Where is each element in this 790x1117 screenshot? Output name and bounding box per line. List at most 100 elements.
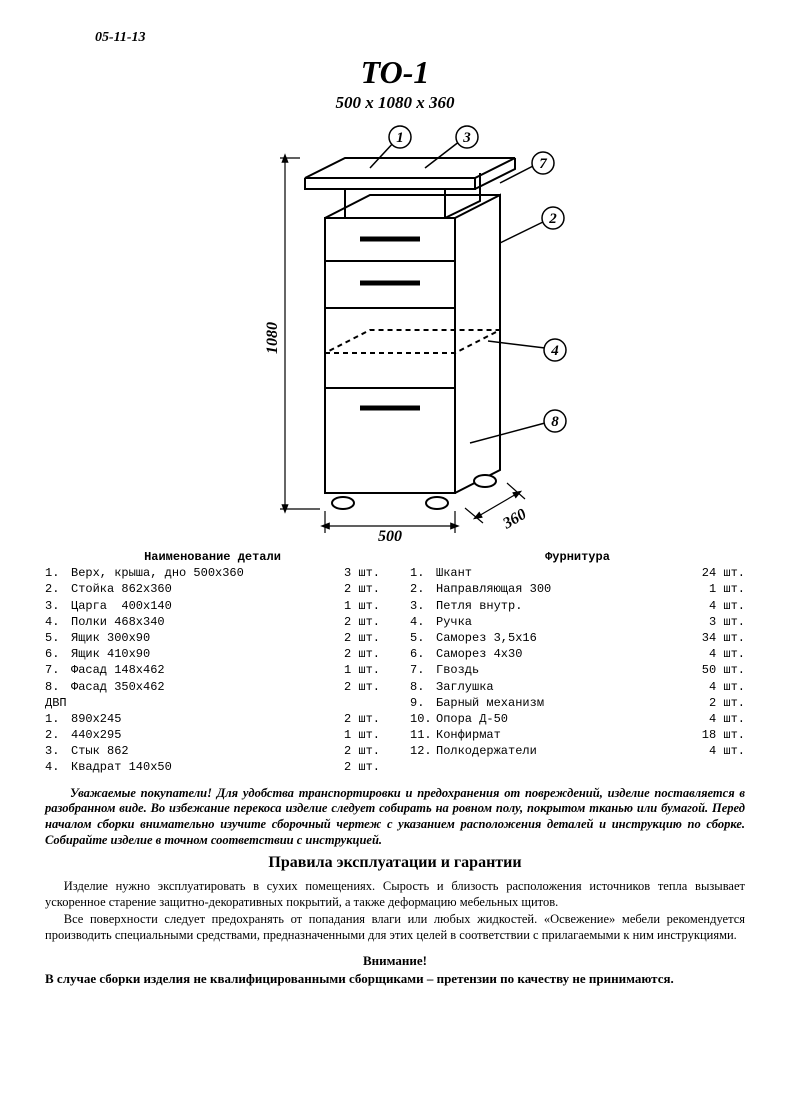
row-num: 8. bbox=[410, 679, 436, 695]
callout-4: 4 bbox=[550, 343, 559, 359]
row-name: 890х245 bbox=[71, 711, 320, 727]
row-name: Фасад 148х462 bbox=[71, 662, 320, 678]
row-num: 2. bbox=[45, 581, 71, 597]
table-row: 12.Полкодержатели4 шт. bbox=[410, 743, 745, 759]
row-name: Полки 468х340 bbox=[71, 614, 320, 630]
table-row: 3.Стык 8622 шт. bbox=[45, 743, 380, 759]
row-num: 7. bbox=[45, 662, 71, 678]
table-row: 6.Саморез 4х304 шт. bbox=[410, 646, 745, 662]
row-num: 7. bbox=[410, 662, 436, 678]
row-qty: 2 шт. bbox=[320, 743, 380, 759]
dvp-header: ДВП bbox=[45, 695, 380, 711]
row-name: Петля внутр. bbox=[436, 598, 685, 614]
row-qty: 4 шт. bbox=[685, 598, 745, 614]
parts-header: Наименование детали bbox=[45, 549, 380, 565]
row-name: Заглушка bbox=[436, 679, 685, 695]
table-row: 11.Конфирмат18 шт. bbox=[410, 727, 745, 743]
row-name: Саморез 3,5х16 bbox=[436, 630, 685, 646]
table-row: 10.Опора Д-504 шт. bbox=[410, 711, 745, 727]
row-qty: 2 шт. bbox=[320, 630, 380, 646]
row-qty: 4 шт. bbox=[685, 679, 745, 695]
row-num: 1. bbox=[410, 565, 436, 581]
hardware-header: Фурнитура bbox=[410, 549, 745, 565]
document-date: 05-11-13 bbox=[95, 30, 745, 46]
table-row: 9.Барный механизм2 шт. bbox=[410, 695, 745, 711]
row-qty: 18 шт. bbox=[685, 727, 745, 743]
row-qty: 4 шт. bbox=[685, 711, 745, 727]
callout-2: 2 bbox=[548, 211, 557, 227]
row-num: 10. bbox=[410, 711, 436, 727]
row-name: Гвоздь bbox=[436, 662, 685, 678]
row-name: Саморез 4х30 bbox=[436, 646, 685, 662]
row-num: 5. bbox=[45, 630, 71, 646]
row-num: 4. bbox=[45, 614, 71, 630]
table-row: 8.Фасад 350х4622 шт. bbox=[45, 679, 380, 695]
row-qty: 34 шт. bbox=[685, 630, 745, 646]
callout-1: 1 bbox=[396, 130, 404, 146]
row-qty: 2 шт. bbox=[320, 711, 380, 727]
row-num: 3. bbox=[45, 598, 71, 614]
rules-p2: Все поверхности следует предохранять от … bbox=[45, 911, 745, 944]
rules-heading: Правила эксплуатации и гарантии bbox=[45, 854, 745, 872]
row-name: 440х295 bbox=[71, 727, 320, 743]
model-title: TO-1 bbox=[45, 54, 745, 91]
row-num: 6. bbox=[45, 646, 71, 662]
row-qty: 2 шт. bbox=[320, 646, 380, 662]
row-qty: 50 шт. bbox=[685, 662, 745, 678]
dim-height: 1080 bbox=[264, 322, 281, 354]
row-qty: 4 шт. bbox=[685, 743, 745, 759]
row-qty: 1 шт. bbox=[320, 598, 380, 614]
table-row: 2.Стойка 862х3602 шт. bbox=[45, 581, 380, 597]
row-qty: 2 шт. bbox=[320, 614, 380, 630]
row-qty: 1 шт. bbox=[685, 581, 745, 597]
row-num: 3. bbox=[45, 743, 71, 759]
row-qty: 24 шт. bbox=[685, 565, 745, 581]
table-row: 5.Ящик 300х902 шт. bbox=[45, 630, 380, 646]
row-name: Фасад 350х462 bbox=[71, 679, 320, 695]
row-name: Стойка 862х360 bbox=[71, 581, 320, 597]
assembly-drawing: 1 3 7 2 4 8 1080 500 360 bbox=[185, 123, 605, 543]
table-row: 4.Квадрат 140х502 шт. bbox=[45, 759, 380, 775]
table-row: 4.Полки 468х3402 шт. bbox=[45, 614, 380, 630]
table-row: 3.Царга 400х1401 шт. bbox=[45, 598, 380, 614]
row-name: Барный механизм bbox=[436, 695, 685, 711]
row-name: Конфирмат bbox=[436, 727, 685, 743]
row-num: 9. bbox=[410, 695, 436, 711]
row-qty: 2 шт. bbox=[685, 695, 745, 711]
rules-text: Изделие нужно эксплуатировать в сухих по… bbox=[45, 878, 745, 943]
row-num: 4. bbox=[45, 759, 71, 775]
buyer-note: Уважаемые покупатели! Для удобства транс… bbox=[45, 786, 745, 849]
row-qty: 3 шт. bbox=[320, 565, 380, 581]
table-row: 8.Заглушка4 шт. bbox=[410, 679, 745, 695]
row-name: Царга 400х140 bbox=[71, 598, 320, 614]
table-row: 1.Верх, крыша, дно 500х3603 шт. bbox=[45, 565, 380, 581]
row-num: 12. bbox=[410, 743, 436, 759]
table-row: 6.Ящик 410х902 шт. bbox=[45, 646, 380, 662]
row-name: Верх, крыша, дно 500х360 bbox=[71, 565, 320, 581]
rules-p1: Изделие нужно эксплуатировать в сухих по… bbox=[45, 878, 745, 911]
table-row: 7.Фасад 148х4621 шт. bbox=[45, 662, 380, 678]
row-qty: 4 шт. bbox=[685, 646, 745, 662]
row-num: 2. bbox=[410, 581, 436, 597]
spec-tables: Наименование детали 1.Верх, крыша, дно 5… bbox=[45, 549, 745, 776]
row-qty: 2 шт. bbox=[320, 581, 380, 597]
row-num: 5. bbox=[410, 630, 436, 646]
warning-text: В случае сборки изделия не квалифицирова… bbox=[45, 971, 745, 987]
row-qty: 1 шт. bbox=[320, 727, 380, 743]
table-row: 2.Направляющая 3001 шт. bbox=[410, 581, 745, 597]
callout-7: 7 bbox=[539, 156, 547, 172]
row-qty: 2 шт. bbox=[320, 679, 380, 695]
row-name: Ящик 410х90 bbox=[71, 646, 320, 662]
row-qty: 3 шт. bbox=[685, 614, 745, 630]
dim-depth: 360 bbox=[499, 506, 529, 533]
table-row: 5.Саморез 3,5х1634 шт. bbox=[410, 630, 745, 646]
row-num: 6. bbox=[410, 646, 436, 662]
table-row: 3.Петля внутр.4 шт. bbox=[410, 598, 745, 614]
parts-column: Наименование детали 1.Верх, крыша, дно 5… bbox=[45, 549, 380, 776]
row-name: Полкодержатели bbox=[436, 743, 685, 759]
row-name: Направляющая 300 bbox=[436, 581, 685, 597]
table-row: 1.Шкант24 шт. bbox=[410, 565, 745, 581]
dimensions: 500 x 1080 x 360 bbox=[45, 93, 745, 113]
row-num: 3. bbox=[410, 598, 436, 614]
row-name: Ручка bbox=[436, 614, 685, 630]
